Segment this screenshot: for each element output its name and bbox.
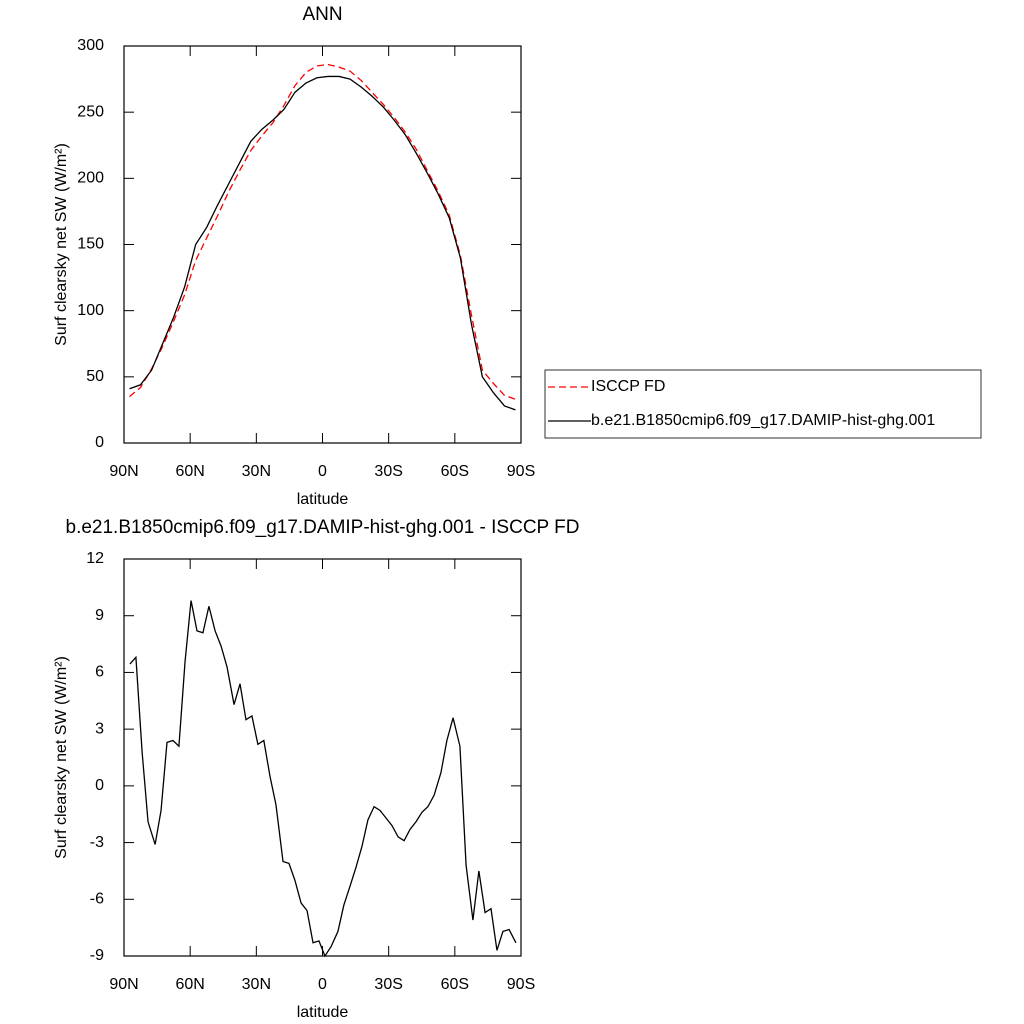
x-tick-label: 60N — [175, 976, 204, 993]
x-tick-label: 60S — [441, 976, 469, 993]
legend-box — [544, 369, 982, 439]
x-tick-label: 30S — [374, 463, 402, 480]
plot-frame — [123, 45, 522, 444]
y-tick-label: -3 — [90, 834, 104, 851]
x-tick-label: 90S — [507, 976, 535, 993]
x-tick-label: 90N — [109, 463, 138, 480]
y-tick-label: 300 — [77, 37, 104, 54]
y-tick-label: 50 — [86, 368, 104, 385]
legend-label: ISCCP FD — [591, 378, 665, 395]
y-tick-label: -9 — [90, 947, 104, 964]
y-tick-label: 9 — [95, 607, 104, 624]
y-tick-label: 250 — [77, 103, 104, 120]
x-tick-label: 0 — [318, 976, 327, 993]
y-axis-label: Surf clearsky net SW (W/m²) — [53, 656, 70, 859]
chart-title: b.e21.B1850cmip6.f09_g17.DAMIP-hist-ghg.… — [66, 517, 580, 538]
data-line — [129, 75, 516, 411]
data-line — [129, 600, 517, 958]
y-tick-label: 200 — [77, 170, 104, 187]
data-line — [129, 63, 516, 400]
plot-frame — [123, 558, 522, 957]
x-tick-label: 0 — [318, 463, 327, 480]
x-tick-label: 60N — [175, 463, 204, 480]
x-axis-label: latitude — [297, 1004, 349, 1021]
y-tick-label: 100 — [77, 302, 104, 319]
x-tick-label: 30N — [242, 463, 271, 480]
x-tick-label: 90S — [507, 463, 535, 480]
y-tick-label: 0 — [95, 434, 104, 451]
x-tick-label: 90N — [109, 976, 138, 993]
chart-title: ANN — [302, 4, 342, 25]
y-tick-label: 6 — [95, 664, 104, 681]
x-tick-label: 30N — [242, 976, 271, 993]
x-axis-label: latitude — [297, 491, 349, 508]
y-axis-label: Surf clearsky net SW (W/m²) — [53, 143, 70, 346]
y-tick-label: -6 — [90, 891, 104, 908]
x-tick-label: 60S — [441, 463, 469, 480]
legend-label: b.e21.B1850cmip6.f09_g17.DAMIP-hist-ghg.… — [591, 412, 935, 429]
y-tick-label: 12 — [86, 550, 104, 567]
y-tick-label: 150 — [77, 236, 104, 253]
y-tick-label: 0 — [95, 777, 104, 794]
y-tick-label: 3 — [95, 720, 104, 737]
x-tick-label: 30S — [374, 976, 402, 993]
